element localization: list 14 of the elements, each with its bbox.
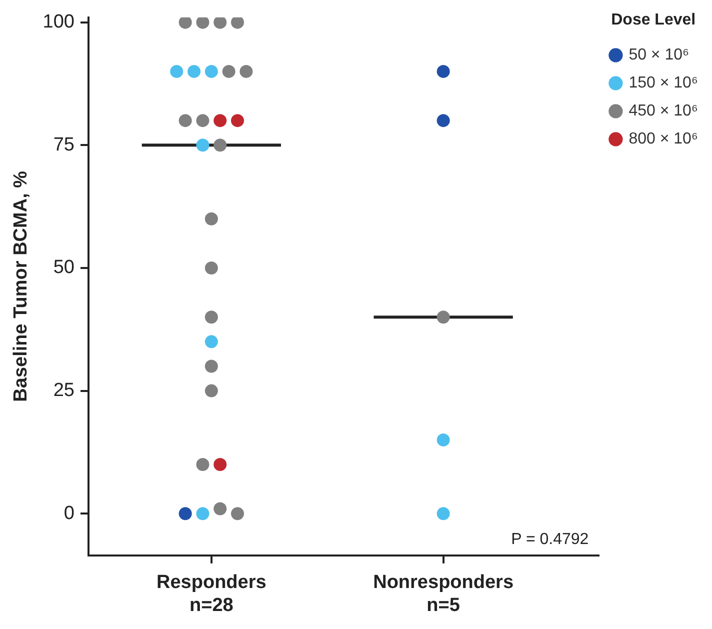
legend-label: 50 × 10⁶ <box>628 46 690 64</box>
x-tick-label: Nonresponders n=5 <box>373 572 514 616</box>
y-tick-label: 0 <box>64 502 74 524</box>
annotation: P = 0.4792 <box>511 530 589 548</box>
y-tick-label: 50 <box>53 257 74 278</box>
legend-label: 150 × 10⁶ <box>628 74 698 92</box>
legend-label: 450 × 10⁶ <box>628 102 698 120</box>
legend-label: 800 × 10⁶ <box>628 130 698 148</box>
y-tick-label: 75 <box>53 134 74 156</box>
y-axis-title: Baseline Tumor BCMA, % <box>10 170 32 402</box>
y-tick-label: 25 <box>53 380 74 402</box>
legend-title: Dose Level <box>611 11 696 28</box>
x-tick-label: Responders n=28 <box>156 572 266 616</box>
y-tick-label: 100 <box>42 12 74 33</box>
